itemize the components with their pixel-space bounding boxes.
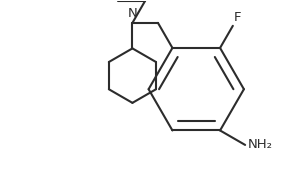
Text: F: F [234, 11, 242, 24]
Text: N: N [128, 7, 137, 20]
Text: NH₂: NH₂ [248, 138, 273, 151]
